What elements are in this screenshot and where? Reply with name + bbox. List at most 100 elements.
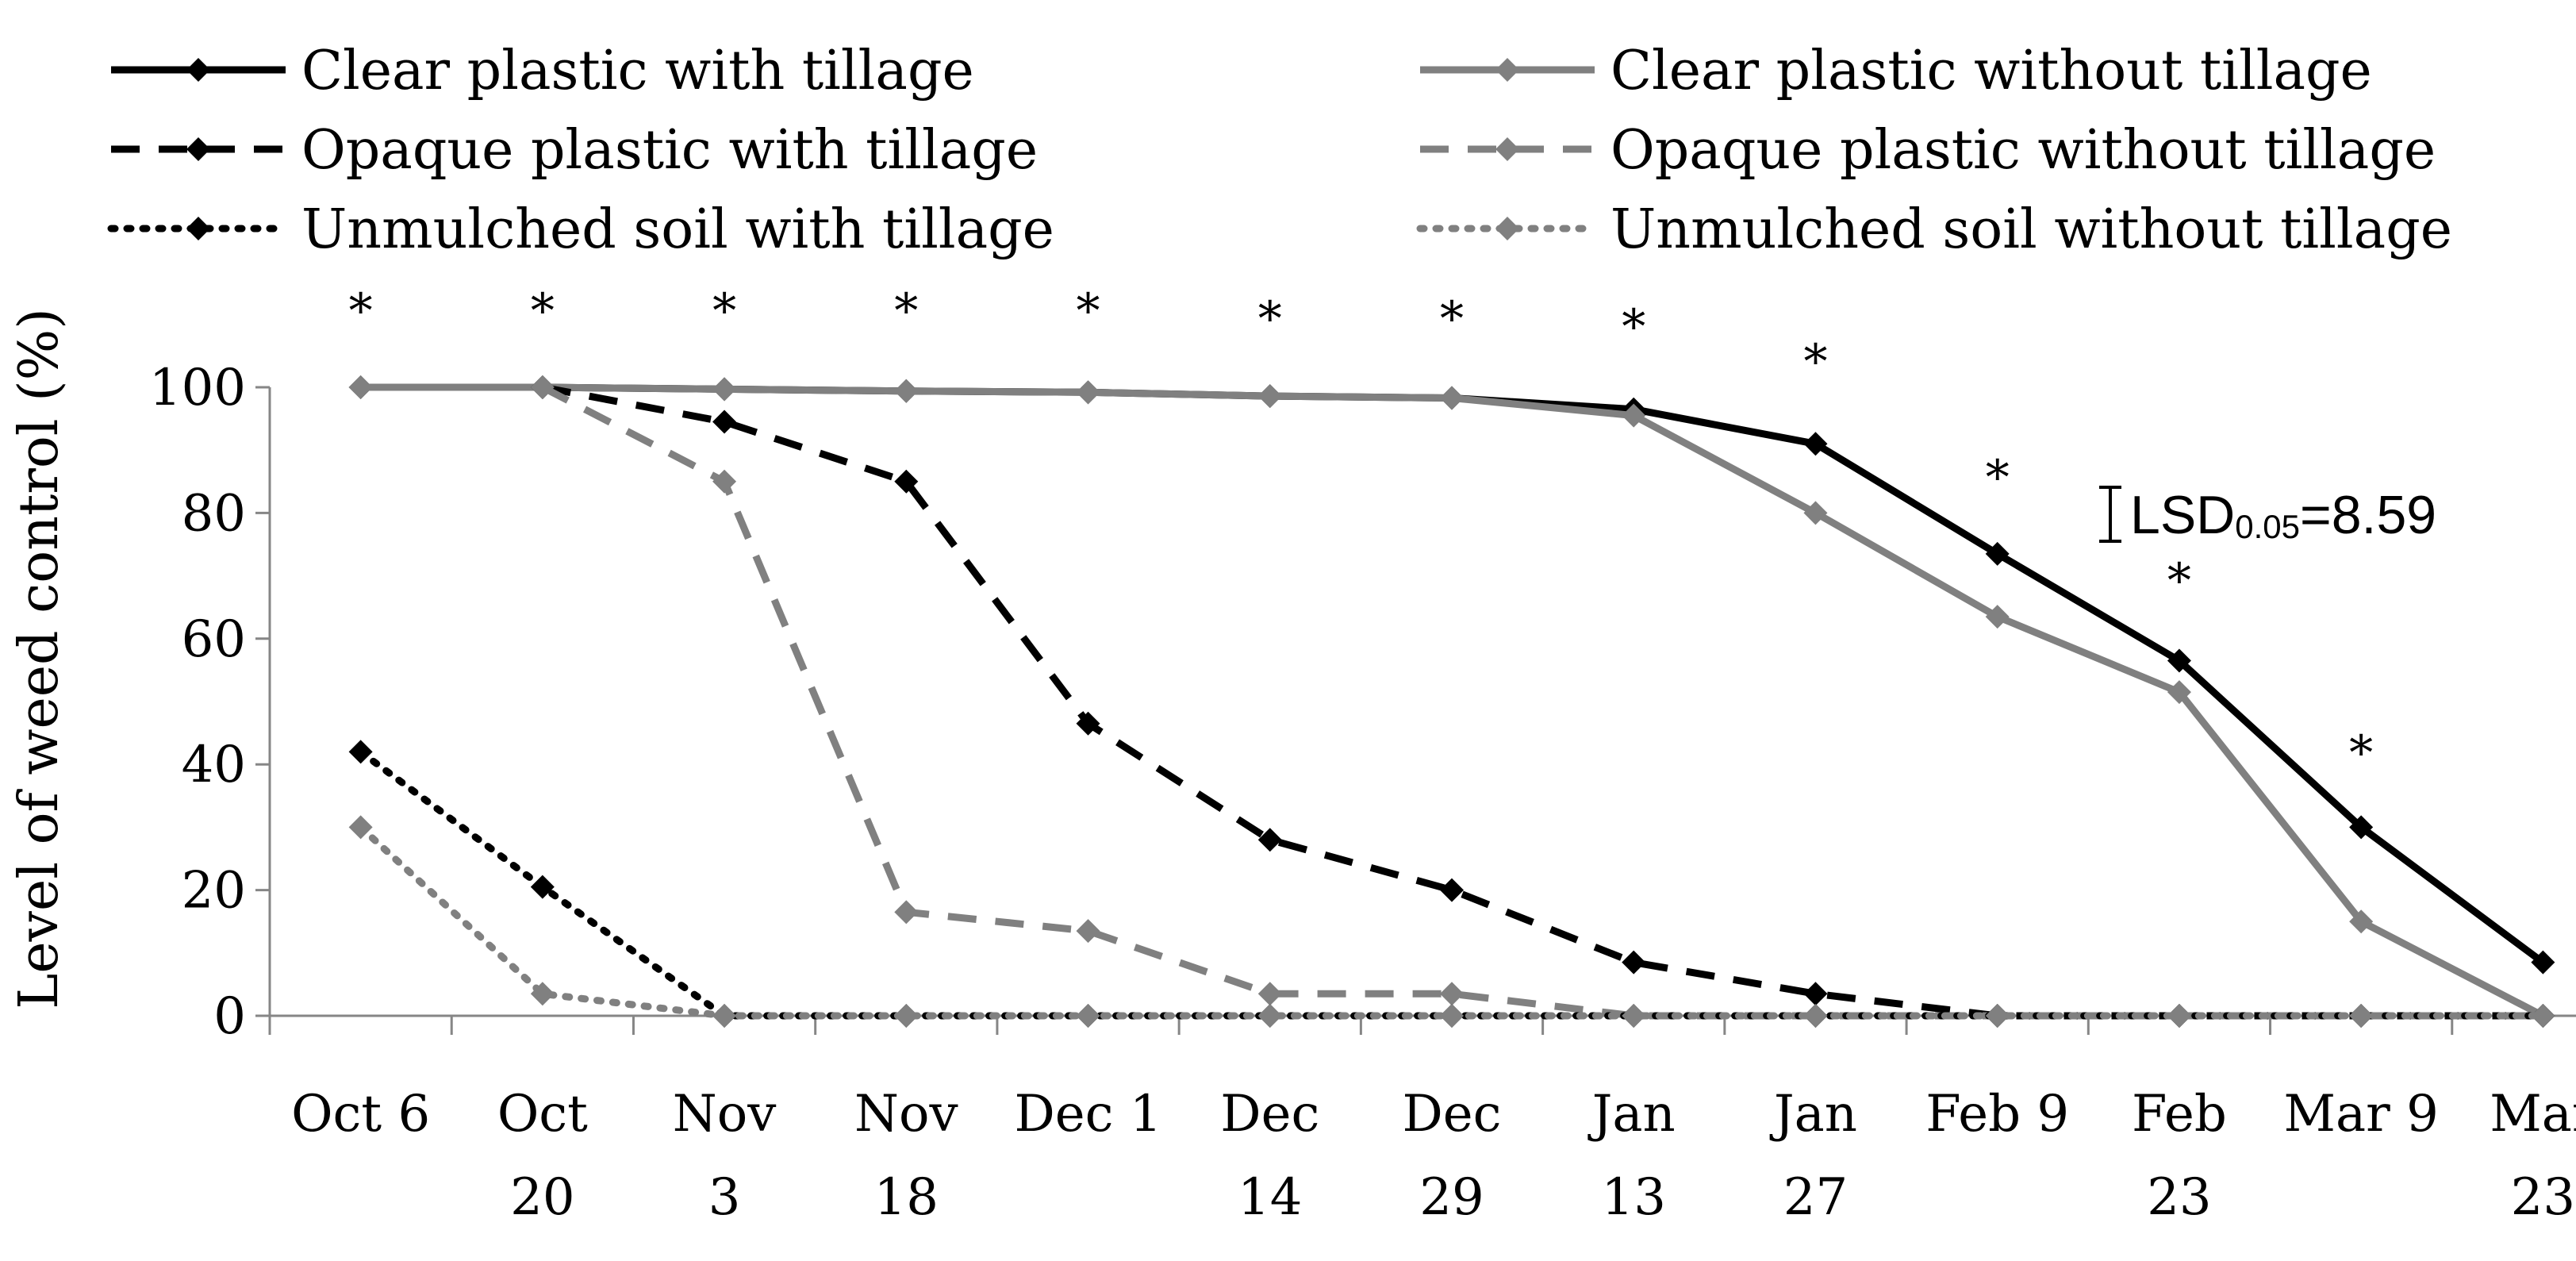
data-point (1440, 878, 1464, 902)
x-tick-label: Dec 1 (1014, 1085, 1161, 1144)
x-tick-label: Dec (1402, 1085, 1501, 1144)
significance-star: * (531, 283, 555, 339)
x-tick-label: 27 (1783, 1168, 1848, 1227)
y-tick-label: 100 (149, 359, 246, 417)
data-point (1985, 541, 2010, 566)
legend-item: Clear plastic without tillage (1420, 40, 2372, 102)
data-point (1076, 1004, 1100, 1028)
series-line (360, 383, 2545, 1019)
data-point (894, 1004, 919, 1028)
x-tick-label: 23 (2511, 1168, 2575, 1227)
legend-marker (186, 137, 210, 161)
x-tick-label: 23 (2147, 1168, 2211, 1227)
data-point (1076, 919, 1100, 944)
data-point (2349, 815, 2374, 840)
legend-marker (1495, 137, 1519, 161)
data-point (1622, 1004, 1646, 1028)
data-point (1257, 828, 1282, 852)
legend-label: Unmulched soil with tillage (301, 198, 1054, 261)
data-point (1440, 1004, 1464, 1028)
series-5 (348, 815, 2555, 1028)
y-tick-label: 80 (182, 484, 246, 543)
significance-star: * (349, 283, 373, 339)
legend-label: Clear plastic without tillage (1610, 40, 2372, 102)
x-tick-label: 29 (1419, 1168, 1484, 1227)
x-tick-label: Mar 9 (2283, 1085, 2438, 1144)
data-point (894, 379, 919, 403)
x-tick-label: 18 (874, 1168, 939, 1227)
data-point (712, 409, 737, 434)
data-point (1622, 950, 1646, 975)
x-tick-label: Feb 9 (1925, 1085, 2069, 1144)
y-tick-label: 20 (182, 862, 246, 921)
x-tick-label: Oct 6 (291, 1085, 430, 1144)
x-tick-label: Nov (854, 1085, 958, 1144)
x-tick-label: 13 (1602, 1168, 1666, 1227)
legend-label: Opaque plastic without tillage (1610, 119, 2436, 182)
data-point (1257, 1004, 1282, 1028)
significance-star: * (2167, 553, 2191, 609)
data-point (1076, 380, 1100, 405)
legend-item: Opaque plastic without tillage (1420, 119, 2436, 182)
y-tick-label: 60 (182, 610, 246, 669)
data-point (894, 469, 919, 494)
data-point (530, 875, 555, 899)
data-point (894, 900, 919, 925)
significance-star: * (712, 283, 736, 339)
data-point (2531, 950, 2555, 975)
data-point (530, 375, 555, 399)
legend-label: Opaque plastic with tillage (301, 119, 1038, 182)
lsd-prefix: LSD (2130, 485, 2235, 545)
significance-star: * (1077, 283, 1100, 339)
data-point (1257, 384, 1282, 409)
series-2 (530, 375, 2555, 1028)
significance-star: * (1803, 334, 1827, 390)
series-3 (530, 375, 2555, 1028)
x-tick-label: Feb (2132, 1085, 2227, 1144)
y-tick-label: 0 (213, 987, 246, 1046)
data-point (348, 815, 373, 840)
y-tick-label: 40 (182, 736, 246, 794)
legend-marker (186, 217, 210, 240)
data-point (1622, 403, 1646, 428)
significance-star: * (1440, 291, 1464, 347)
x-tick-label: 20 (510, 1168, 574, 1227)
data-point (348, 740, 373, 764)
legend-marker (186, 58, 210, 82)
data-point (2167, 680, 2191, 705)
lsd-subscript: 0.05 (2235, 508, 2300, 545)
significance-star: * (894, 283, 918, 339)
data-point (2531, 1004, 2555, 1028)
data-point (712, 377, 737, 402)
data-point (1803, 501, 1828, 525)
data-point (2167, 648, 2191, 673)
lsd-label: LSD0.05=8.59 (2130, 485, 2436, 545)
data-point (1803, 1004, 1828, 1028)
x-tick-label: 14 (1238, 1168, 1302, 1227)
significance-star: * (1258, 291, 1282, 347)
x-tick-label: Oct (497, 1085, 588, 1144)
data-point (1803, 982, 1828, 1006)
legend-marker (1495, 58, 1519, 82)
x-tick-label: 3 (708, 1168, 741, 1227)
data-point (1440, 982, 1464, 1006)
significance-star: * (1986, 450, 2010, 506)
data-point (1076, 711, 1100, 736)
lsd-annotation: LSD0.05=8.59 (2099, 485, 2436, 545)
data-point (1803, 432, 1828, 456)
legend-item: Clear plastic with tillage (111, 40, 974, 102)
data-point (1985, 1004, 2010, 1028)
lsd-suffix: =8.59 (2300, 485, 2436, 545)
series-1 (348, 375, 2555, 1028)
significance-star: * (1622, 299, 1645, 355)
axes: 0 20 40 60 80 100 Oct 6 Oct 20 Nov 3 Nov 18 Dec 1 Dec 1… (149, 359, 2576, 1227)
data-point (2167, 1004, 2191, 1028)
data-point (712, 469, 737, 494)
data-point (1985, 605, 2010, 629)
x-tick-label: Jan (1587, 1085, 1676, 1144)
significance-star: * (2349, 725, 2373, 781)
y-axis-label: Level of weed control (%) (8, 308, 71, 1009)
legend-label: Clear plastic with tillage (301, 40, 974, 102)
legend: Clear plastic with tillage Clear plastic … (107, 40, 2452, 261)
